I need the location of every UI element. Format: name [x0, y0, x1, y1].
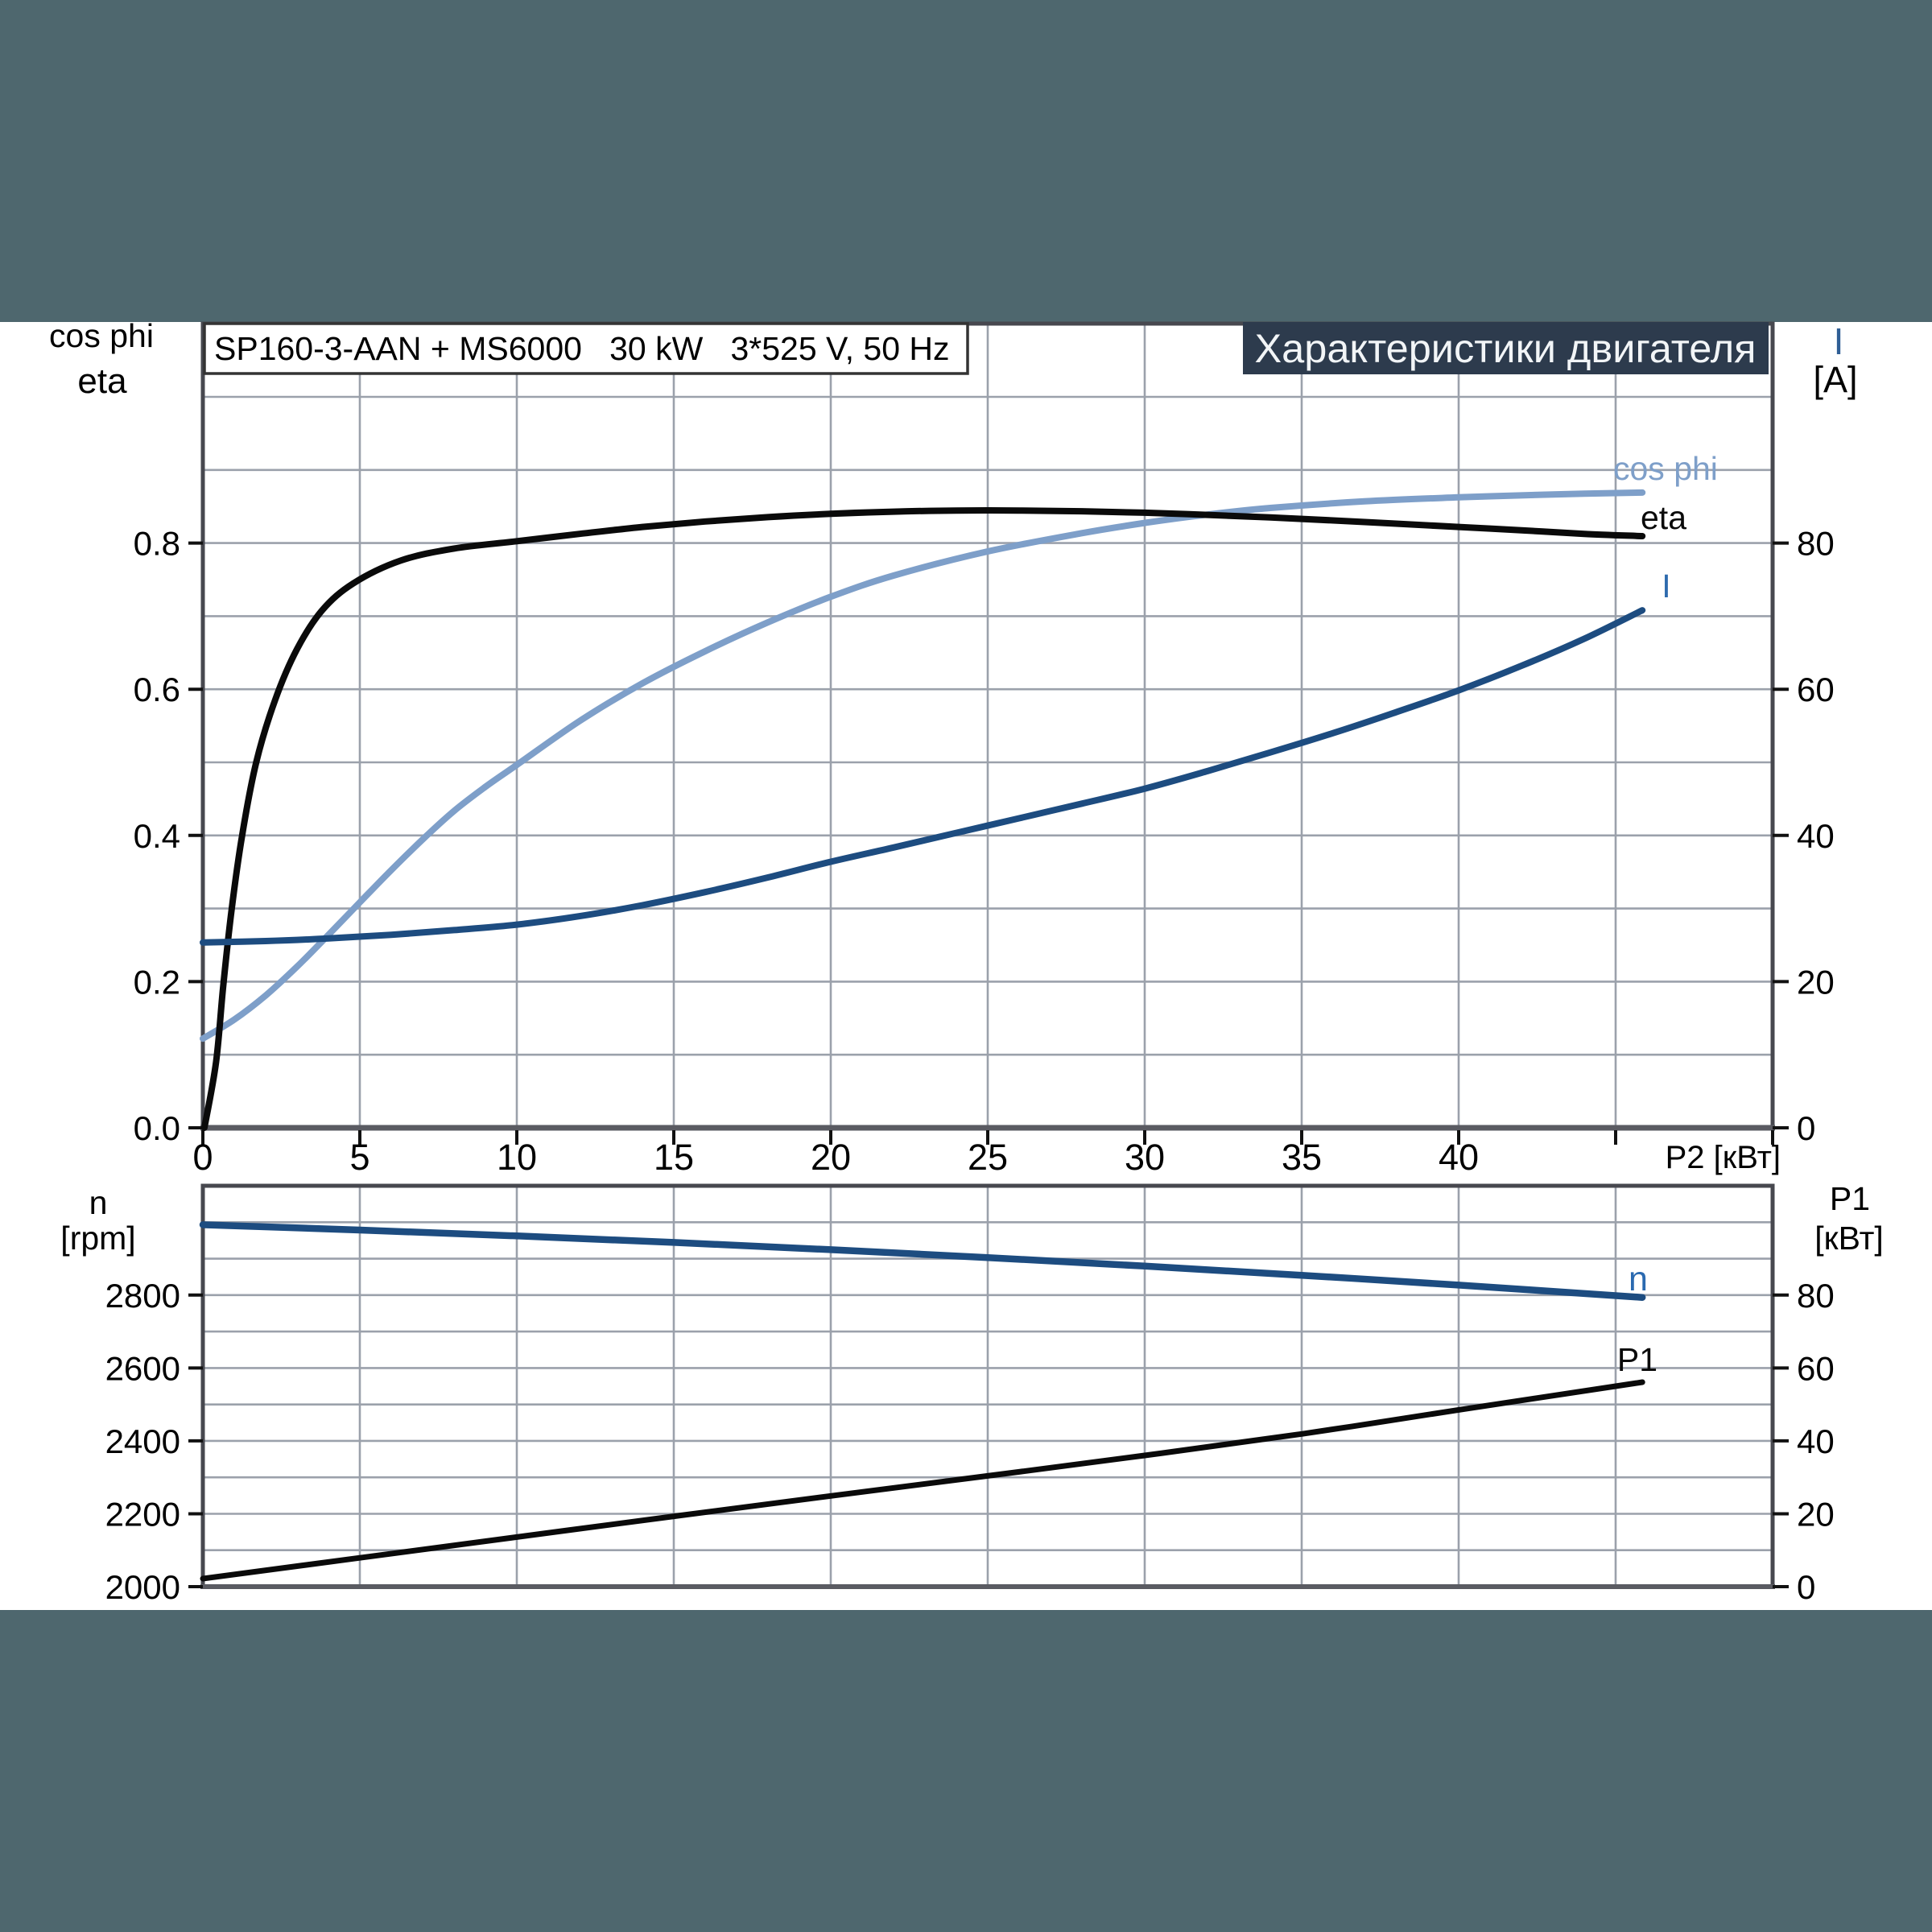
svg-text:0: 0 [1797, 1109, 1815, 1147]
svg-text:0: 0 [192, 1137, 213, 1178]
svg-text:P1: P1 [1617, 1341, 1657, 1378]
svg-text:0: 0 [1797, 1568, 1815, 1606]
svg-text:0.0: 0.0 [134, 1109, 180, 1147]
svg-text:5: 5 [349, 1137, 369, 1178]
svg-text:eta: eta [77, 361, 127, 401]
svg-text:0.4: 0.4 [134, 817, 180, 855]
svg-text:[rpm]: [rpm] [60, 1220, 135, 1257]
svg-text:15: 15 [654, 1137, 694, 1178]
svg-text:0.2: 0.2 [134, 963, 180, 1001]
svg-text:20: 20 [1797, 1496, 1835, 1534]
svg-text:2200: 2200 [105, 1496, 180, 1534]
svg-text:SP160-3-AAN + MS6000 30 kW: SP160-3-AAN + MS6000 30 kW 3*525 V, 50 H… [214, 330, 950, 367]
svg-text:I: I [1662, 568, 1670, 605]
svg-text:25: 25 [968, 1137, 1008, 1178]
svg-text:2400: 2400 [105, 1422, 180, 1460]
svg-text:eta: eta [1641, 499, 1686, 536]
svg-text:20: 20 [1797, 963, 1835, 1001]
svg-text:cos phi: cos phi [1613, 450, 1718, 487]
svg-text:n: n [1629, 1260, 1648, 1298]
svg-text:cos phi: cos phi [49, 317, 154, 354]
svg-text:[кВт]: [кВт] [1814, 1220, 1883, 1257]
svg-text:10: 10 [497, 1137, 537, 1178]
svg-text:P2 [кВт]: P2 [кВт] [1666, 1140, 1781, 1175]
svg-text:2600: 2600 [105, 1349, 180, 1387]
svg-text:0.8: 0.8 [134, 525, 180, 563]
svg-text:30: 30 [1125, 1137, 1165, 1178]
svg-text:60: 60 [1797, 671, 1835, 708]
svg-text:40: 40 [1797, 817, 1835, 855]
svg-text:60: 60 [1797, 1349, 1835, 1387]
svg-text:0.6: 0.6 [134, 671, 180, 708]
svg-text:Характеристики двигателя: Характеристики двигателя [1254, 325, 1756, 371]
svg-text:35: 35 [1282, 1137, 1322, 1178]
svg-text:80: 80 [1797, 1277, 1835, 1315]
svg-text:P1: P1 [1830, 1180, 1870, 1217]
svg-text:20: 20 [811, 1137, 851, 1178]
svg-text:I: I [1834, 320, 1844, 362]
svg-text:40: 40 [1439, 1137, 1479, 1178]
svg-text:2800: 2800 [105, 1277, 180, 1315]
svg-text:[A]: [A] [1813, 359, 1857, 400]
svg-text:2000: 2000 [105, 1568, 180, 1606]
svg-text:40: 40 [1797, 1422, 1835, 1460]
svg-text:80: 80 [1797, 525, 1835, 563]
svg-text:n: n [89, 1184, 108, 1221]
